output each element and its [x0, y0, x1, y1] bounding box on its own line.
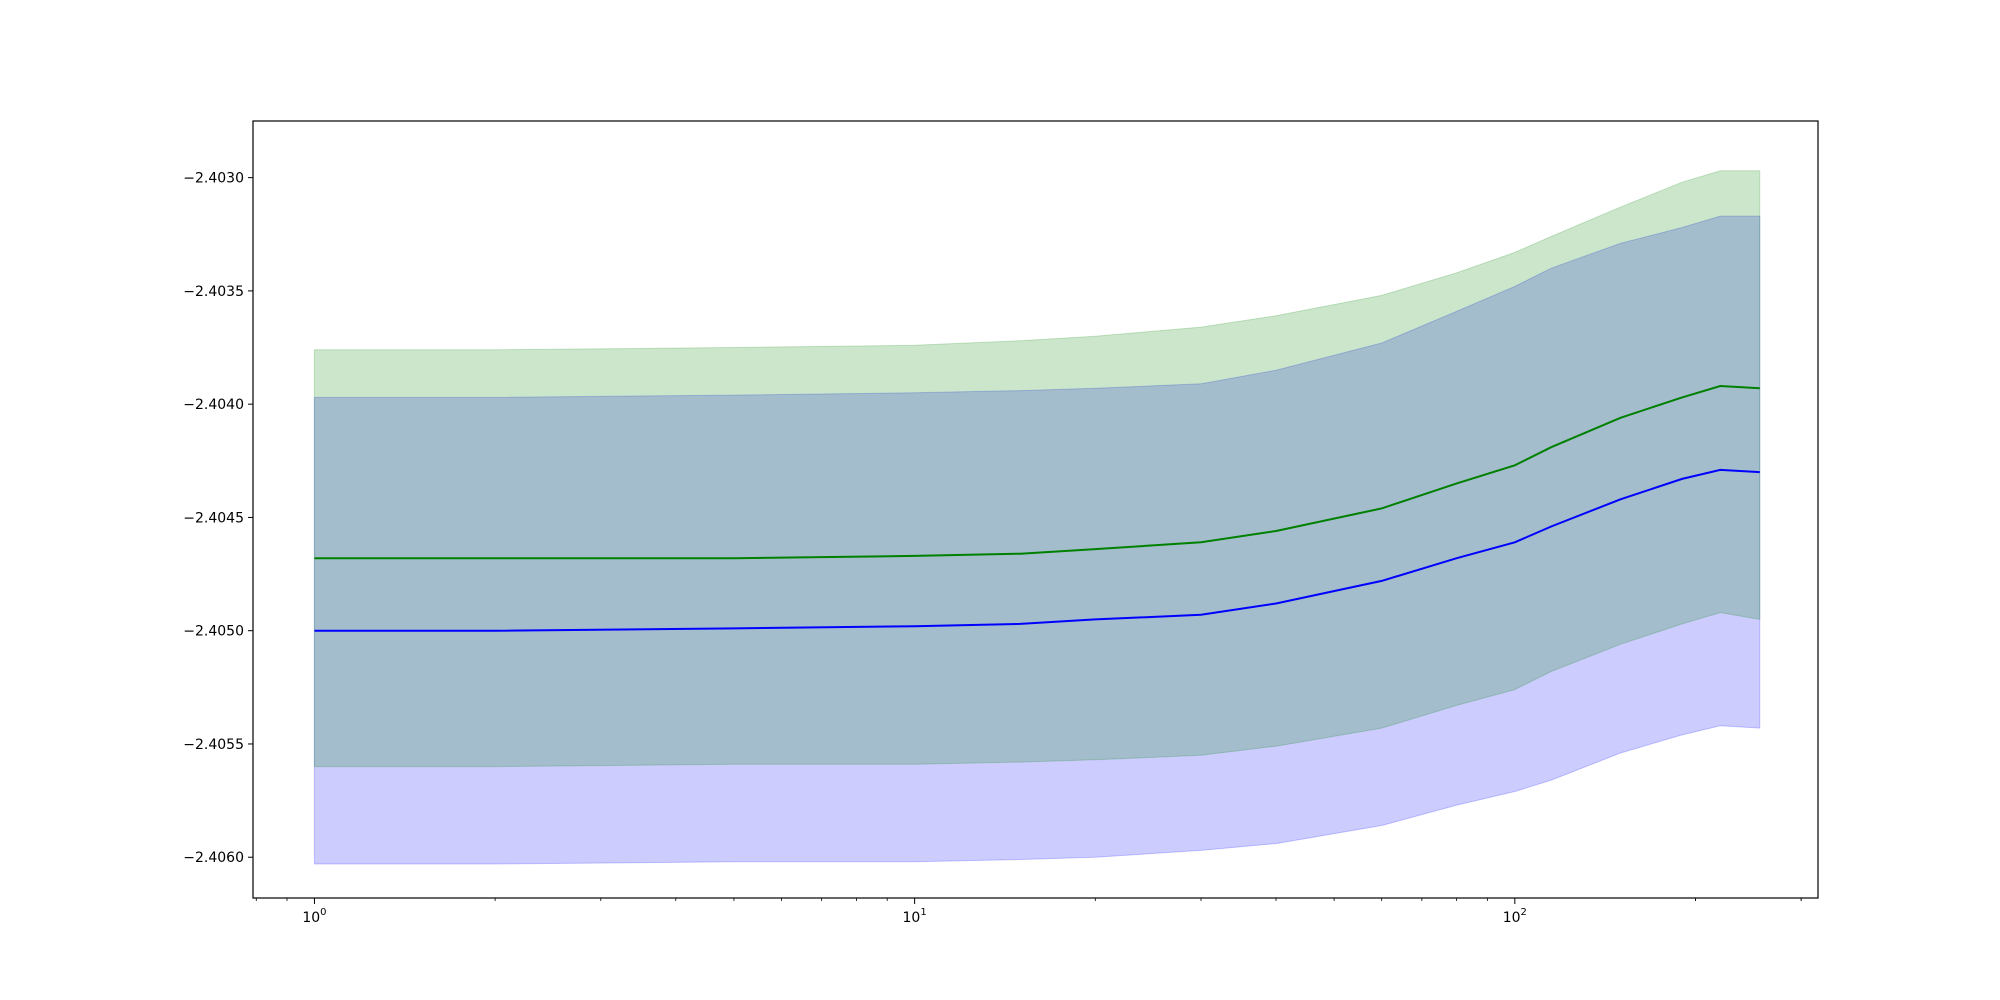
x-tick-label-2: 102	[1503, 907, 1527, 926]
x-axis: 100 101 102	[255, 898, 1802, 926]
y-tick-label-2: −2.4050	[183, 624, 244, 640]
x-tick-label-1: 101	[903, 907, 927, 926]
y-tick-label-5: −2.4035	[183, 284, 244, 300]
y-tick-label-0: −2.4060	[183, 850, 244, 866]
x-tick-label-0: 100	[302, 907, 326, 926]
y-tick-label-1: −2.4055	[183, 737, 244, 753]
series-lines	[314, 384, 1760, 632]
y-tick-label-3: −2.4045	[183, 510, 244, 526]
y-tick-label-6: −2.4030	[183, 171, 244, 187]
y-tick-label-4: −2.4040	[183, 397, 244, 413]
plot-frame	[252, 120, 1819, 899]
y-axis: −2.4060 −2.4055 −2.4050 −2.4045 −2.4040 −2.40…	[183, 171, 253, 866]
band-series-1	[313, 170, 1761, 768]
confidence-bands	[313, 170, 1761, 865]
line-series-1	[314, 384, 1760, 560]
line-series-0	[314, 468, 1760, 632]
band-series-0	[313, 215, 1761, 865]
